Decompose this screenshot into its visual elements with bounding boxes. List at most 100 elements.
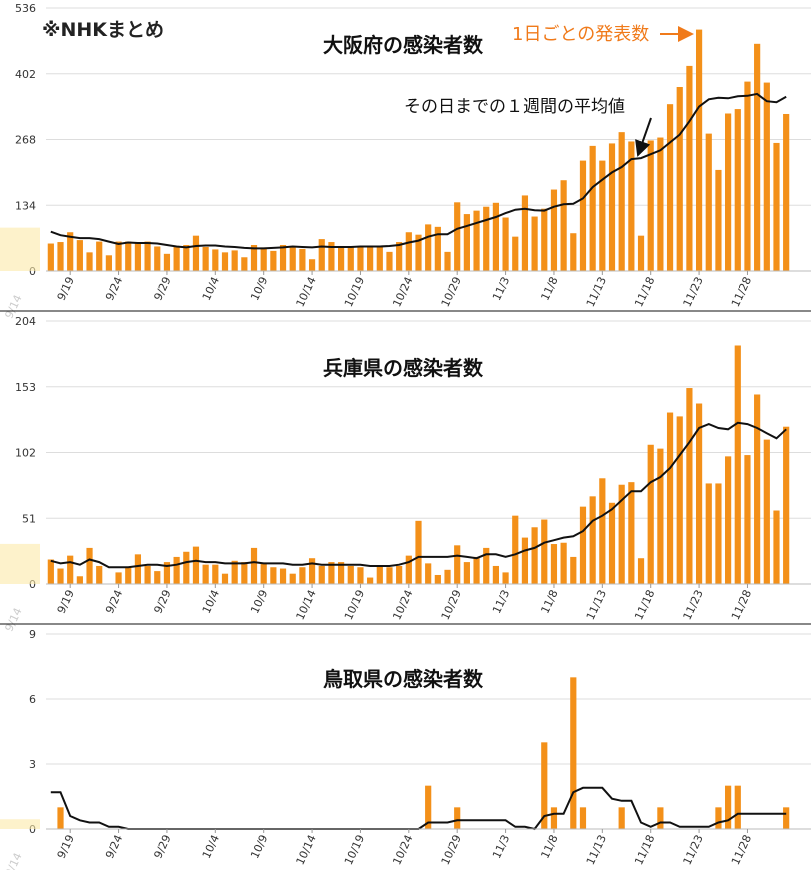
panel-3: 0 3 6 9 9/14 9/19 9/24 9/29 10/4 10/9 10/14 10/19 10… [0,628,811,874]
bar [705,483,712,584]
bar [541,208,548,271]
bar [531,527,538,584]
x-tick-label: 11/3 [490,833,512,861]
bar [57,242,64,271]
bar [657,137,664,271]
x-tick-label: 9/19 [55,275,77,303]
bar [783,426,790,584]
y-tick-label: 3 [29,758,36,771]
x-tick-label: 10/19 [342,833,367,867]
bar [657,807,664,829]
bar [628,141,635,271]
bar [173,556,180,584]
bar [318,565,325,584]
bar [67,555,74,584]
bar [463,214,470,271]
bar [550,189,558,271]
weekly-average-arrow [635,117,652,157]
bar [289,573,296,584]
bar [425,785,432,829]
bar [676,86,683,271]
x-tick-label: 9/24 [103,588,125,616]
bar [115,241,122,271]
x-tick-label: 11/28 [729,588,754,622]
bar [241,257,248,271]
bar [279,244,287,271]
bar [328,242,335,271]
bar [86,547,93,584]
bar [57,807,64,829]
bar [754,43,761,271]
bar [589,496,596,584]
bar [502,572,509,584]
bar [425,224,432,271]
y-tick-label: 134 [15,199,36,212]
bar [425,563,432,584]
bar [144,565,151,584]
average-line [50,92,787,250]
x-tick-label: 10/14 [294,588,319,622]
x-tick-label: 9/29 [151,588,173,616]
bar [221,573,229,584]
bar [192,546,200,584]
y-tick-label: 536 [15,2,36,15]
x-tick-label: 10/14 [294,833,319,867]
bar [744,455,751,584]
average-line [50,421,787,569]
bar [202,564,209,584]
bar [270,567,277,584]
bar [434,574,441,584]
bar [299,248,306,271]
bar [134,554,142,584]
x-tick-label: 11/3 [490,588,512,616]
bar [686,388,693,584]
bar [76,576,83,584]
bar [202,246,209,271]
chart-title: 兵庫県の感染者数 [323,356,484,380]
x-tick-label: 11/8 [538,833,560,861]
bar [666,412,674,584]
bar [279,568,287,584]
bar [396,565,403,584]
bar [270,250,277,271]
bar [405,232,412,271]
bar [754,394,761,584]
y-tick-label: 0 [29,578,36,591]
x-tick-label: 10/9 [248,275,270,303]
x-tick-label: 11/18 [632,275,657,309]
bar [463,562,470,584]
bar [512,515,519,584]
bar [260,247,267,271]
bar [231,560,238,584]
source-note: ※NHKまとめ [42,19,164,41]
bar [657,448,664,584]
bar [570,556,577,584]
bar [444,569,451,584]
y-tick-label: 0 [29,265,36,278]
bar [618,807,625,829]
bar [773,510,780,584]
weekly-average-annotation: その日までの１週間の平均値 [404,97,625,117]
x-tick-label: 11/13 [584,588,609,622]
bar [134,242,142,271]
bar [666,104,674,272]
bar [570,677,577,829]
x-tick-label: 9/29 [151,275,173,303]
x-tick-label: 10/24 [390,833,415,867]
x-tick-label: 10/4 [200,275,222,303]
x-tick-label: 9/29 [151,833,173,861]
bar [454,545,461,584]
x-tick-label: 11/18 [632,833,657,867]
x-tick-label: 9/24 [103,833,125,861]
bar [734,109,741,271]
bar [144,241,151,271]
bar [367,577,374,584]
chart-title: 大阪府の感染者数 [323,33,484,57]
bar [512,236,519,271]
bar [492,202,499,271]
x-tick-label: 10/14 [294,275,319,309]
x-tick-label: 11/23 [681,588,706,622]
bar [454,202,461,271]
